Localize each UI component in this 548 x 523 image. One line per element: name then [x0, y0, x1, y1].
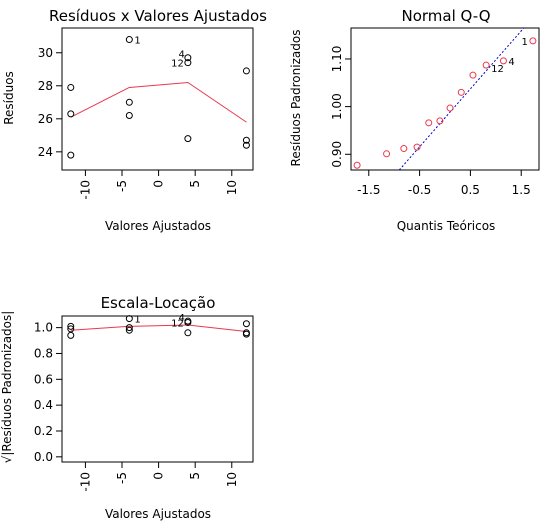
residuals-vs-fitted-xtick-label: -10	[78, 180, 92, 200]
normal-qq-point	[446, 104, 454, 112]
residuals-vs-fitted-ytick-label: 28	[38, 79, 53, 93]
residuals-vs-fitted-point	[184, 54, 192, 62]
normal-qq-point	[400, 145, 408, 153]
residuals-vs-fitted-point	[125, 112, 133, 120]
residuals-vs-fitted-title: Resíduos x Valores Ajustados	[49, 7, 267, 25]
residuals-vs-fitted-xlabel: Valores Ajustados	[105, 219, 211, 233]
scale-location-point	[125, 315, 133, 323]
residuals-vs-fitted-xtick-label: 10	[225, 180, 239, 195]
scale-location-point	[184, 318, 192, 326]
residuals-vs-fitted-xtick-label: -5	[115, 180, 129, 192]
scale-location-point-label: 4	[178, 313, 184, 324]
normal-qq-point	[469, 71, 477, 79]
normal-qq-xtick-label: -1.5	[357, 183, 380, 197]
normal-qq-point	[413, 143, 421, 151]
residuals-vs-fitted-point	[125, 98, 133, 106]
residuals-vs-fitted-point	[242, 136, 250, 144]
scale-location-point	[125, 324, 133, 332]
normal-qq-point-label: 1	[522, 37, 528, 48]
residuals-vs-fitted-point	[67, 110, 75, 118]
residuals-vs-fitted-smoother-line	[70, 81, 247, 123]
residuals-vs-fitted-point	[67, 83, 75, 91]
normal-qq-xlabel: Quantis Teóricos	[397, 219, 496, 233]
scale-location-xtick-label: 5	[188, 472, 202, 480]
scale-location-ytick-label: 0.2	[34, 424, 53, 438]
residuals-vs-fitted-plot-frame	[61, 27, 254, 171]
scale-location-ytick-label: 0.6	[34, 372, 53, 386]
normal-qq-point	[529, 37, 537, 45]
normal-qq-plot-frame	[350, 27, 540, 171]
residuals-vs-fitted-point	[184, 59, 192, 67]
normal-qq-point	[383, 150, 391, 158]
residuals-vs-fitted-point	[242, 141, 250, 149]
normal-qq-point	[499, 57, 507, 65]
residuals-vs-fitted-xtick-label: 0	[152, 180, 166, 188]
scale-location-title: Escala-Locação	[101, 294, 216, 312]
residuals-vs-fitted-point-label: 1	[134, 36, 140, 47]
scale-location-xtick-label: 0	[152, 472, 166, 480]
residuals-vs-fitted-point	[184, 135, 192, 143]
residuals-vs-fitted-point-label: 4	[178, 50, 184, 61]
residuals-vs-fitted-ylabel: Resíduos	[2, 71, 16, 125]
normal-qq-ytick-label: 0.90	[330, 141, 344, 168]
normal-qq-point-label: 4	[508, 57, 514, 68]
scale-location-xlabel: Valores Ajustados	[105, 507, 211, 521]
residuals-vs-fitted-point-label: 12	[171, 59, 184, 70]
scale-location-xtick-label: -5	[115, 472, 129, 484]
residuals-vs-fitted-point	[242, 67, 250, 75]
normal-qq-ylabel: Resíduos Padronizados	[289, 30, 303, 167]
scale-location-point	[242, 320, 250, 328]
normal-qq-point	[457, 88, 465, 96]
normal-qq-point	[425, 119, 433, 127]
scale-location-point	[184, 329, 192, 337]
scale-location-smoother-line	[70, 324, 247, 333]
scale-location-point	[67, 322, 75, 330]
scale-location-xtick-label: 10	[225, 472, 239, 487]
scale-location-point-label: 1	[134, 315, 140, 326]
normal-qq-point	[353, 161, 361, 169]
residuals-vs-fitted-point	[125, 36, 133, 44]
normal-qq-title: Normal Q-Q	[401, 7, 490, 25]
scale-location-plot-frame	[61, 315, 254, 463]
residuals-vs-fitted-ytick-label: 26	[38, 112, 53, 126]
normal-qq-point	[482, 61, 490, 69]
normal-qq-point-label: 12	[491, 64, 504, 75]
residuals-vs-fitted-point	[67, 151, 75, 159]
scale-location-point	[242, 330, 250, 338]
scale-location-xtick-label: -10	[78, 472, 92, 492]
scale-location-panel: Escala-Locação Valores Ajustados √|Resíd…	[0, 294, 254, 521]
residuals-vs-fitted-ytick-label: 24	[38, 145, 53, 159]
residuals-vs-fitted-panel: Resíduos x Valores Ajustados Valores Aju…	[2, 7, 267, 233]
normal-qq-ytick-label: 1.10	[330, 46, 344, 73]
normal-qq-reference-line	[398, 28, 525, 170]
scale-location-ylabel: √|Resíduos Padronizados|	[0, 311, 14, 464]
scale-location-point	[125, 326, 133, 334]
scale-location-ytick-label: 0.0	[34, 450, 53, 464]
residuals-vs-fitted-xtick-label: 5	[188, 180, 202, 188]
normal-qq-point	[436, 117, 444, 125]
normal-qq-xtick-label: 1.5	[512, 183, 531, 197]
normal-qq-ytick-label: 1.00	[330, 93, 344, 120]
normal-qq-xtick-label: 0.5	[461, 183, 480, 197]
normal-qq-panel: Normal Q-Q Quantis Teóricos Resíduos Pad…	[289, 7, 540, 233]
scale-location-ytick-label: 1.0	[34, 321, 53, 335]
scale-location-ytick-label: 0.4	[34, 398, 53, 412]
residuals-vs-fitted-ytick-label: 30	[38, 46, 53, 60]
scale-location-point-label: 12	[171, 318, 184, 329]
scale-location-ytick-label: 0.8	[34, 346, 53, 360]
normal-qq-xtick-label: -0.5	[408, 183, 431, 197]
scale-location-point	[67, 331, 75, 339]
